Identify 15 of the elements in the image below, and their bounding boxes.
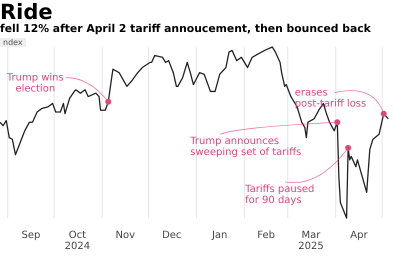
x-tick-label: Feb [257,230,275,241]
x-tick-label: Apr [350,230,368,241]
x-tick-label: Dec [162,230,182,241]
annotation: Trump wins election [6,72,64,95]
x-tick-label: Nov [116,230,136,241]
x-tick-label: Jan [211,230,228,241]
x-tick-label: Sep [22,230,40,241]
annotation: erases post-tariff loss [294,88,366,110]
annotation: Trump announces sweeping set of tariffs [189,136,302,158]
annotation: Tariffs paused for 90 days [244,184,314,206]
y-axis-title: ndex [0,38,26,47]
x-tick-label: Mar 2025 [298,230,324,252]
chart-title: Ride [0,0,53,24]
x-tick-label: Oct 2024 [64,230,90,252]
chart-subtitle: fell 12% after April 2 tariff annoucement, then bounced back [0,22,371,36]
